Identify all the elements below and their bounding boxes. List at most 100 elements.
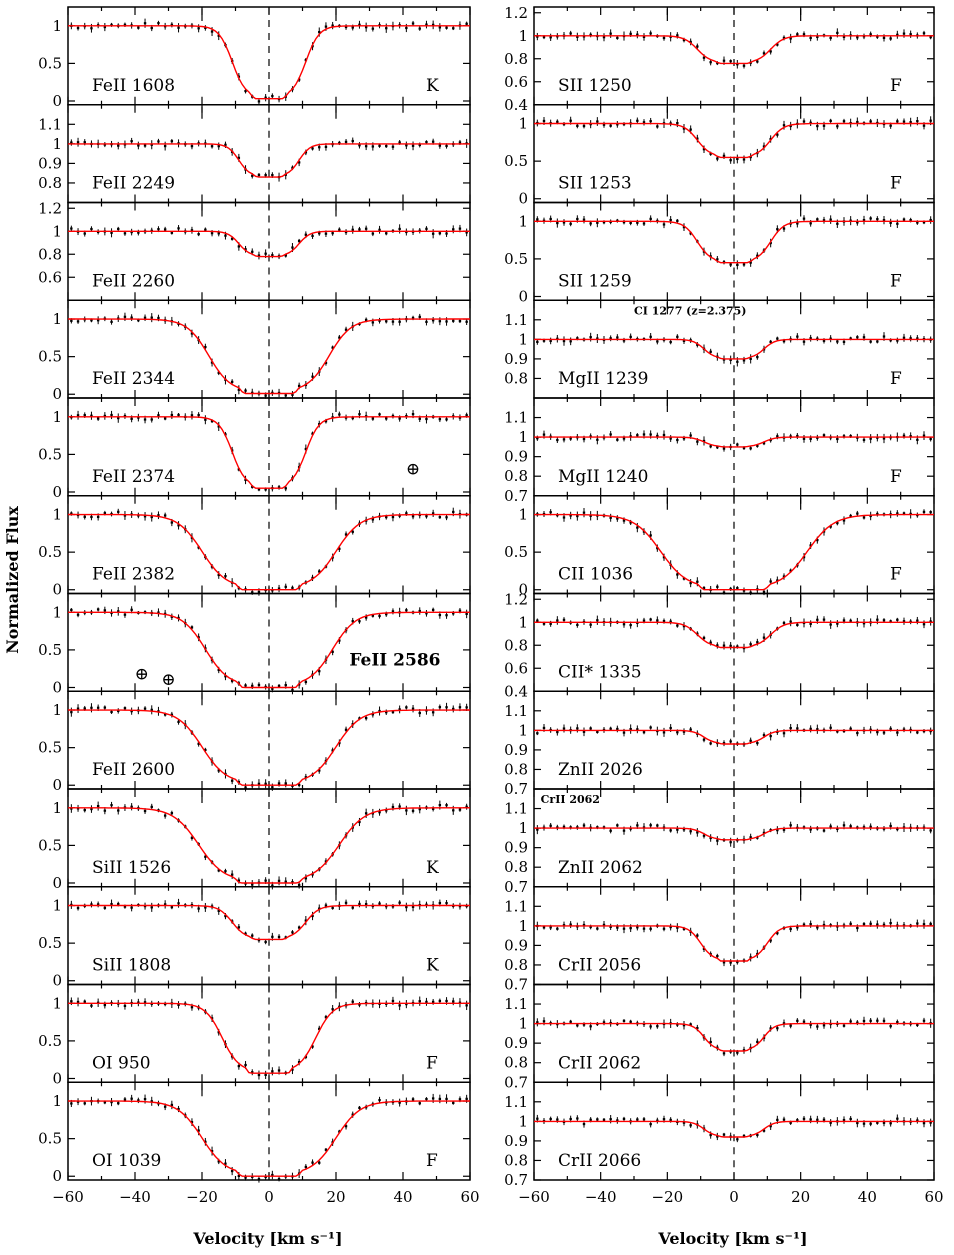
model-profile xyxy=(534,436,934,448)
panel-label: OI 1039 xyxy=(92,1151,161,1171)
panel-flag: K xyxy=(426,76,439,96)
panel-label: SiII 1808 xyxy=(92,956,171,976)
y-tick-label: 0 xyxy=(52,581,62,599)
panel-label: SII 1259 xyxy=(558,271,632,291)
y-tick-label: 0.9 xyxy=(504,1132,528,1150)
y-tick-label: 0.5 xyxy=(38,739,62,757)
y-tick-label: 0 xyxy=(52,972,62,990)
panel-left-7: 0 0.5 1 FeII 2600 xyxy=(38,690,471,794)
panel-right-6: 0.4 0.6 0.8 1 1.2 CII* 1335 xyxy=(504,590,935,700)
y-tick-label: 0.5 xyxy=(504,152,528,170)
y-tick-label: 1 xyxy=(52,994,62,1012)
y-tick-label: 1 xyxy=(52,408,62,426)
x-tick-label: −40 xyxy=(585,1188,617,1206)
panel-label: FeII 1608 xyxy=(92,76,175,96)
panel-left-9: 0 0.5 1 SiII 1808 K xyxy=(38,886,471,990)
panel-label: ZnII 2062 xyxy=(558,858,643,878)
panel-label: CrII 2062 xyxy=(558,1053,641,1073)
y-tick-label: 0.6 xyxy=(504,659,528,677)
model-profile xyxy=(534,729,934,745)
y-tick-label: 0.5 xyxy=(38,934,62,952)
y-tick-label: 0.5 xyxy=(504,543,528,561)
panel-left-10: 0 0.5 1 OI 950 F xyxy=(38,983,471,1087)
panel-label: FeII 2374 xyxy=(92,467,175,487)
x-tick-label: 0 xyxy=(264,1188,274,1206)
y-tick-label: 0 xyxy=(52,678,62,696)
y-tick-label: 0.7 xyxy=(504,976,528,994)
panel-label: MgII 1240 xyxy=(558,467,648,487)
y-tick-label: 1 xyxy=(518,819,528,837)
model-profile xyxy=(534,35,934,65)
telluric-marker: ⊕ xyxy=(135,665,149,685)
model-profile xyxy=(68,513,470,591)
y-tick-label: 0.5 xyxy=(38,1130,62,1148)
panel-right-4: 0.7 0.80.9 11.1 MgII 1240 F xyxy=(504,397,935,505)
panel-label: CrII 2066 xyxy=(558,1151,641,1171)
y-tick-label: 0 xyxy=(518,581,528,599)
panel-flag: F xyxy=(890,565,902,585)
panel-label: FeII 2260 xyxy=(92,271,175,291)
model-profile xyxy=(534,220,934,264)
panel-annotation: CI 1277 (z=2.375) xyxy=(634,304,747,317)
panel-right-0: 0.4 0.6 0.8 1 1.2 SII 1250 F xyxy=(504,4,935,114)
x-tick-label: −20 xyxy=(652,1188,684,1206)
telluric-marker: ⊕ xyxy=(406,459,420,479)
x-tick-label: −60 xyxy=(518,1188,550,1206)
model-profile xyxy=(534,122,934,159)
panel-flag: F xyxy=(890,467,902,487)
panel-label: FeII 2344 xyxy=(92,369,175,389)
x-tick-label: −20 xyxy=(186,1188,218,1206)
y-tick-label: 0.5 xyxy=(504,250,528,268)
y-tick-label: 0.7 xyxy=(504,1073,528,1091)
y-tick-label: 0.8 xyxy=(504,369,528,387)
panel-label: FeII 2586 xyxy=(349,650,440,670)
x-tick-label: −40 xyxy=(119,1188,151,1206)
y-tick-label: 1 xyxy=(52,799,62,817)
model-profile xyxy=(68,25,470,100)
panel-label: SII 1253 xyxy=(558,174,632,194)
column-right: 0.4 0.6 0.8 1 1.2 SII 1250 F 0 0.5 1 SII 1253 F 0 0.5… xyxy=(504,4,943,1206)
panel-label: ZnII 2026 xyxy=(558,760,643,780)
y-tick-label: 1 xyxy=(52,506,62,524)
y-tick-label: 0.7 xyxy=(504,1171,528,1189)
x-axis-title-left: Velocity [km s⁻¹] xyxy=(192,1229,342,1248)
panel-flag: F xyxy=(426,1053,438,1073)
y-tick-label: 0 xyxy=(52,483,62,501)
panel-label: SiII 1526 xyxy=(92,858,171,878)
y-tick-label: 0.8 xyxy=(504,858,528,876)
panel-left-11: 0 0.5 1 OI 1039 F −60 −40 −20 0 20 40 60 xyxy=(38,1081,480,1206)
y-tick-label: 0.4 xyxy=(504,96,528,114)
y-tick-label: 0.8 xyxy=(504,467,528,485)
y-tick-label: 1 xyxy=(518,721,528,739)
panel-right-2: 0 0.5 1 SII 1259 F xyxy=(504,201,935,305)
panel-flag: F xyxy=(890,369,902,389)
telluric-marker: ⊕ xyxy=(161,670,175,690)
y-tick-label: 1 xyxy=(518,115,528,133)
y-tick-label: 1 xyxy=(518,1015,528,1033)
x-tick-label: 20 xyxy=(791,1188,810,1206)
y-tick-label: 0.5 xyxy=(38,641,62,659)
panel-flag: F xyxy=(426,1151,438,1171)
y-tick-label: 1.1 xyxy=(504,311,528,329)
y-tick-label: 1 xyxy=(52,603,62,621)
y-tick-label: 0.8 xyxy=(504,50,528,68)
model-profile xyxy=(534,338,934,360)
y-tick-label: 0.8 xyxy=(38,245,62,263)
y-tick-label: 1 xyxy=(52,17,62,35)
y-tick-label: 0.5 xyxy=(38,1032,62,1050)
panel-right-10: 0.70.8 0.91 1.1 CrII 2062 xyxy=(504,983,935,1091)
y-tick-label: 1 xyxy=(518,917,528,935)
panel-right-8: 0.7 0.80.9 11.1 ZnII 2062 xyxy=(504,788,935,896)
model-profile xyxy=(68,416,470,489)
model-profile xyxy=(68,709,470,786)
y-tick-label: 1.2 xyxy=(38,199,62,217)
panel-left-4: 0 0.5 1 ⊕ FeII 2374 xyxy=(38,397,471,501)
model-profile xyxy=(534,1120,934,1138)
data-points xyxy=(70,18,468,105)
model-profile xyxy=(68,904,470,941)
y-tick-label: 0.8 xyxy=(504,760,528,778)
y-tick-label: 1 xyxy=(52,222,62,240)
model-profile xyxy=(68,230,470,258)
